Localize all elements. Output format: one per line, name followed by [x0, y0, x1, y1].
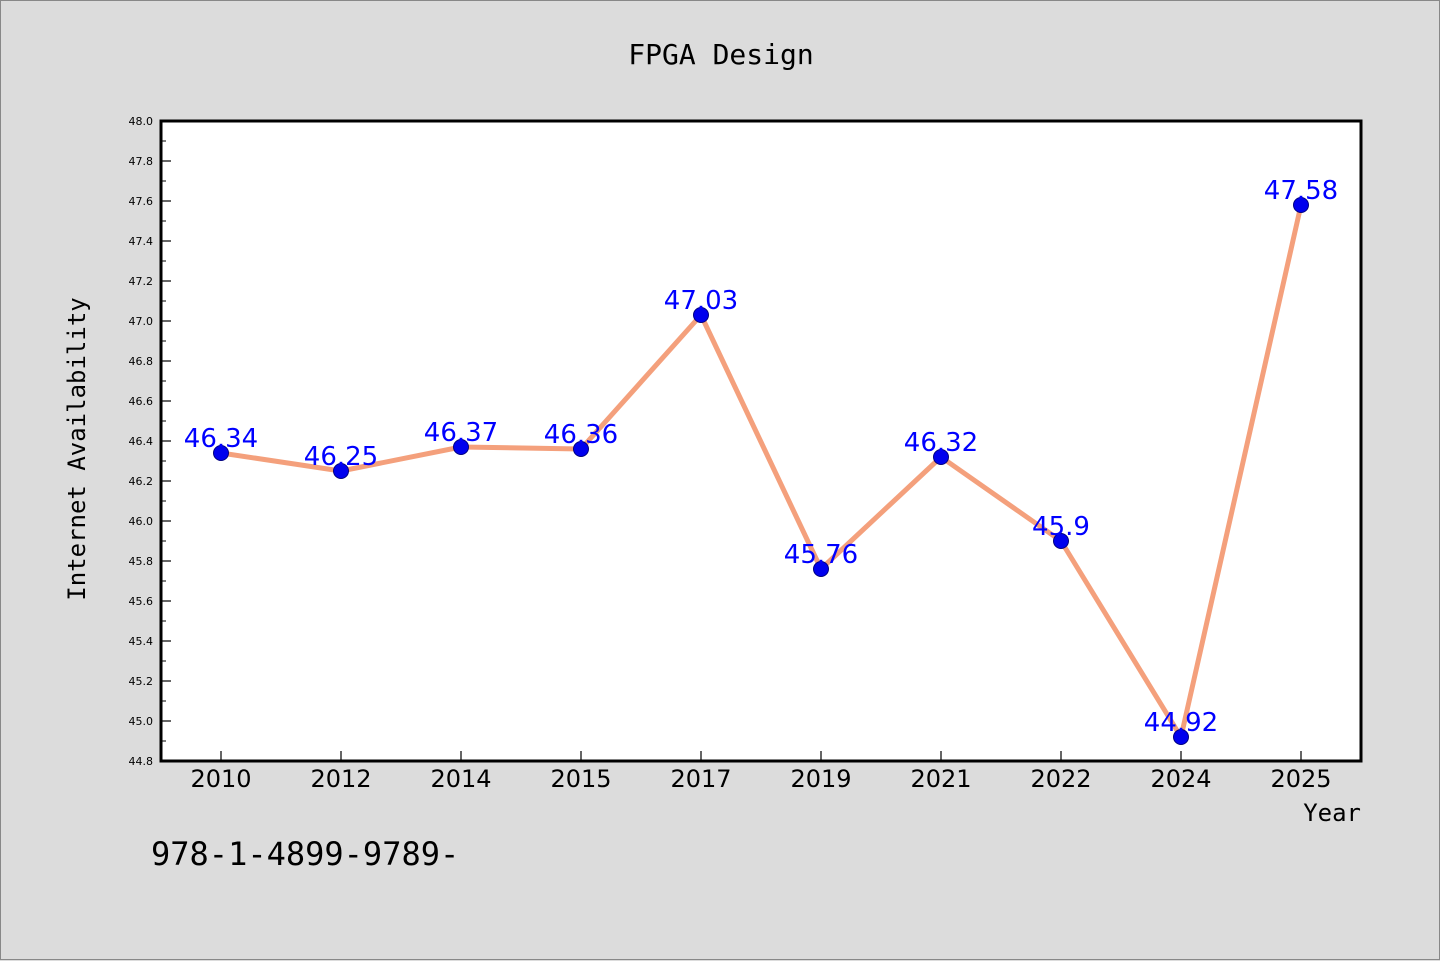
y-tick-label: 45.0 [129, 715, 154, 728]
y-tick-label: 46.8 [129, 355, 154, 368]
series-layer: 46.34 46.25 46.37 46.36 47.03 45.76 46.32 45.9 4… [184, 176, 1338, 745]
y-tick-label: 47.2 [129, 275, 154, 288]
data-label: 46.37 [424, 418, 498, 448]
series-line [220, 204, 1304, 740]
y-tick-label: 47.8 [129, 155, 154, 168]
y-tick-label: 47.6 [129, 195, 154, 208]
data-point [573, 441, 589, 457]
y-tick-label: 48.0 [129, 115, 154, 128]
data-label: 44.92 [1144, 708, 1218, 738]
y-tick-label: 45.6 [129, 595, 154, 608]
x-tick-label: 2025 [1270, 765, 1331, 793]
x-tick-label: 2014 [430, 765, 491, 793]
data-label: 46.34 [184, 424, 258, 454]
x-axis: 2010 2012 2014 2015 2017 2019 2021 2022 2024 2025 [190, 751, 1332, 793]
data-point [1173, 729, 1189, 745]
x-tick-label: 2012 [310, 765, 371, 793]
y-tick-label: 47.4 [129, 235, 154, 248]
y-tick-label: 45.8 [129, 555, 154, 568]
isbn-text: 978-1-4899-9789- [151, 835, 459, 873]
data-point [693, 307, 709, 323]
x-tick-label: 2021 [910, 765, 971, 793]
y-tick-label: 46.6 [129, 395, 154, 408]
data-label: 47.58 [1264, 176, 1338, 206]
data-label: 45.9 [1032, 512, 1090, 542]
x-axis-label: Year [1303, 799, 1361, 827]
x-tick-label: 2015 [550, 765, 611, 793]
data-label: 46.36 [544, 420, 618, 450]
data-label: 47.03 [664, 286, 738, 316]
data-point [333, 463, 349, 479]
y-axis: 44.8 45.0 45.2 45.4 45.6 45.8 46.0 46.2 46.4 46.6… [129, 115, 171, 768]
chart-title: FPGA Design [628, 38, 813, 71]
data-point [1053, 533, 1069, 549]
y-tick-label: 46.4 [129, 435, 154, 448]
x-tick-label: 2010 [190, 765, 251, 793]
y-axis-label: Internet Availability [63, 297, 91, 600]
x-tick-label: 2024 [1150, 765, 1211, 793]
y-tick-label: 46.2 [129, 475, 154, 488]
y-tick-label: 44.8 [129, 755, 154, 768]
data-point [213, 445, 229, 461]
y-tick-label: 46.0 [129, 515, 154, 528]
x-tick-label: 2022 [1030, 765, 1091, 793]
data-label: 46.25 [304, 442, 378, 472]
data-point [813, 561, 829, 577]
data-label: 46.32 [904, 428, 978, 458]
data-point [453, 439, 469, 455]
x-tick-label: 2017 [670, 765, 731, 793]
data-point [1293, 197, 1309, 213]
x-tick-label: 2019 [790, 765, 851, 793]
y-tick-label: 45.4 [129, 635, 154, 648]
y-tick-label: 45.2 [129, 675, 154, 688]
data-label: 45.76 [784, 540, 858, 570]
data-point [933, 449, 949, 465]
y-tick-label: 47.0 [129, 315, 154, 328]
